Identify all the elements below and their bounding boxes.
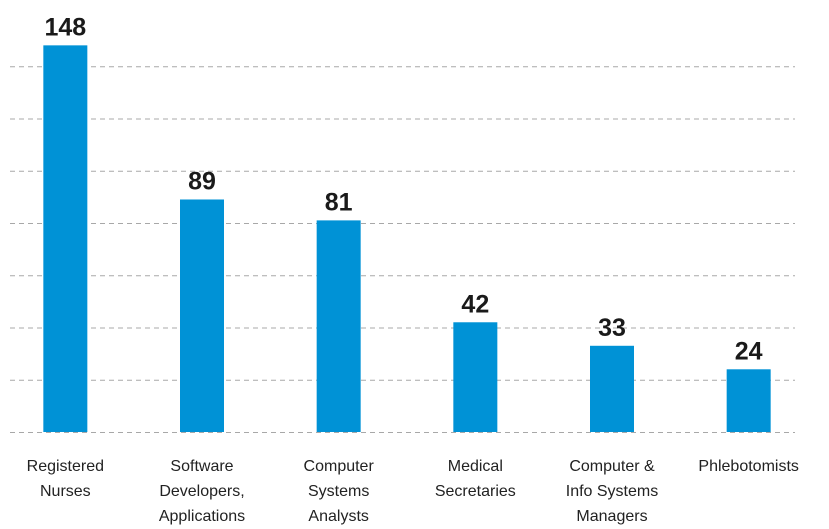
bar [590, 345, 634, 432]
data-label: 33 [598, 314, 626, 342]
data-label: 42 [461, 290, 489, 318]
x-tick-label: Phlebotomists [698, 458, 799, 475]
x-tick-label: Computer & Info Systems Managers [566, 458, 658, 525]
bar [43, 45, 88, 432]
bar [180, 199, 224, 432]
x-tick-label: Registered Nurses [27, 458, 104, 500]
bar [316, 220, 361, 432]
bar [453, 322, 498, 432]
data-label: 89 [188, 167, 216, 195]
data-label: 24 [735, 337, 763, 365]
x-tick-label: Software Developers, Applications [159, 458, 245, 525]
data-label: 148 [44, 13, 86, 41]
bar [726, 369, 771, 432]
x-tick-label: Computer Systems Analysts [304, 458, 375, 525]
data-label: 81 [325, 188, 353, 216]
x-tick-label: Medical Secretaries [435, 458, 516, 500]
